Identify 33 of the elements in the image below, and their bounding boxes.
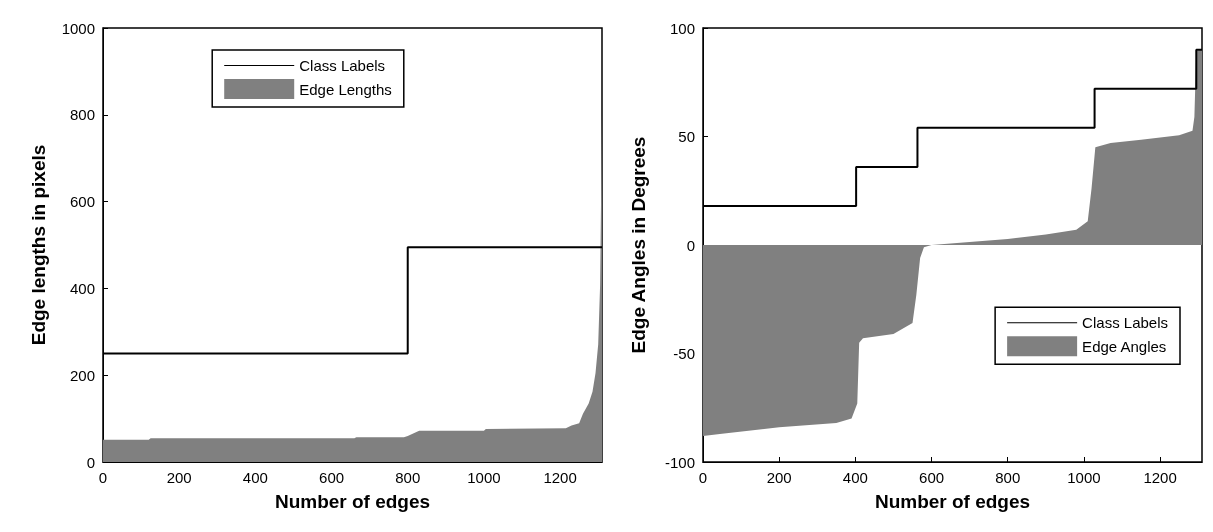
x-tick-label: 800	[395, 469, 421, 486]
x-tick-label: 1200	[1143, 469, 1177, 486]
x-tick-label: 400	[242, 469, 268, 486]
x-tick-label: 0	[698, 469, 708, 486]
y-tick-label: 1000	[61, 19, 95, 37]
legend-label: Class Labels	[1082, 314, 1169, 332]
y-tick-label: -100	[664, 453, 695, 471]
y-tick-label: 200	[69, 366, 95, 384]
y-tick-label: 600	[69, 193, 95, 211]
x-axis-title: Number of edges	[274, 491, 431, 512]
legend-label: Edge Angles	[1082, 337, 1167, 355]
x-tick-label: 200	[766, 469, 792, 486]
x-tick-label: 400	[842, 469, 868, 486]
legend-label: Class Labels	[299, 57, 386, 74]
y-tick-label: -50	[673, 345, 695, 362]
y-axis-title: Edge Angles in Degrees	[628, 136, 649, 354]
x-tick-label: 1000	[467, 469, 501, 486]
x-tick-label: 200	[166, 469, 192, 486]
legend-label: Edge Lengths	[299, 80, 392, 98]
x-tick-label: 1200	[543, 469, 577, 486]
x-tick-label: 1000	[1067, 469, 1101, 486]
y-axis-title: Edge lengths in pixels	[28, 144, 49, 346]
y-tick-label: 0	[86, 453, 95, 471]
y-tick-label: 800	[69, 106, 95, 124]
y-tick-label: 400	[69, 279, 95, 297]
x-axis-title: Number of edges	[874, 491, 1031, 512]
x-tick-label: 800	[995, 469, 1021, 486]
y-tick-label: 100	[669, 19, 695, 37]
x-tick-label: 0	[98, 469, 108, 486]
x-tick-label: 600	[919, 469, 945, 486]
y-tick-label: 0	[686, 236, 695, 254]
x-tick-label: 600	[319, 469, 345, 486]
y-tick-label: 50	[678, 128, 695, 145]
